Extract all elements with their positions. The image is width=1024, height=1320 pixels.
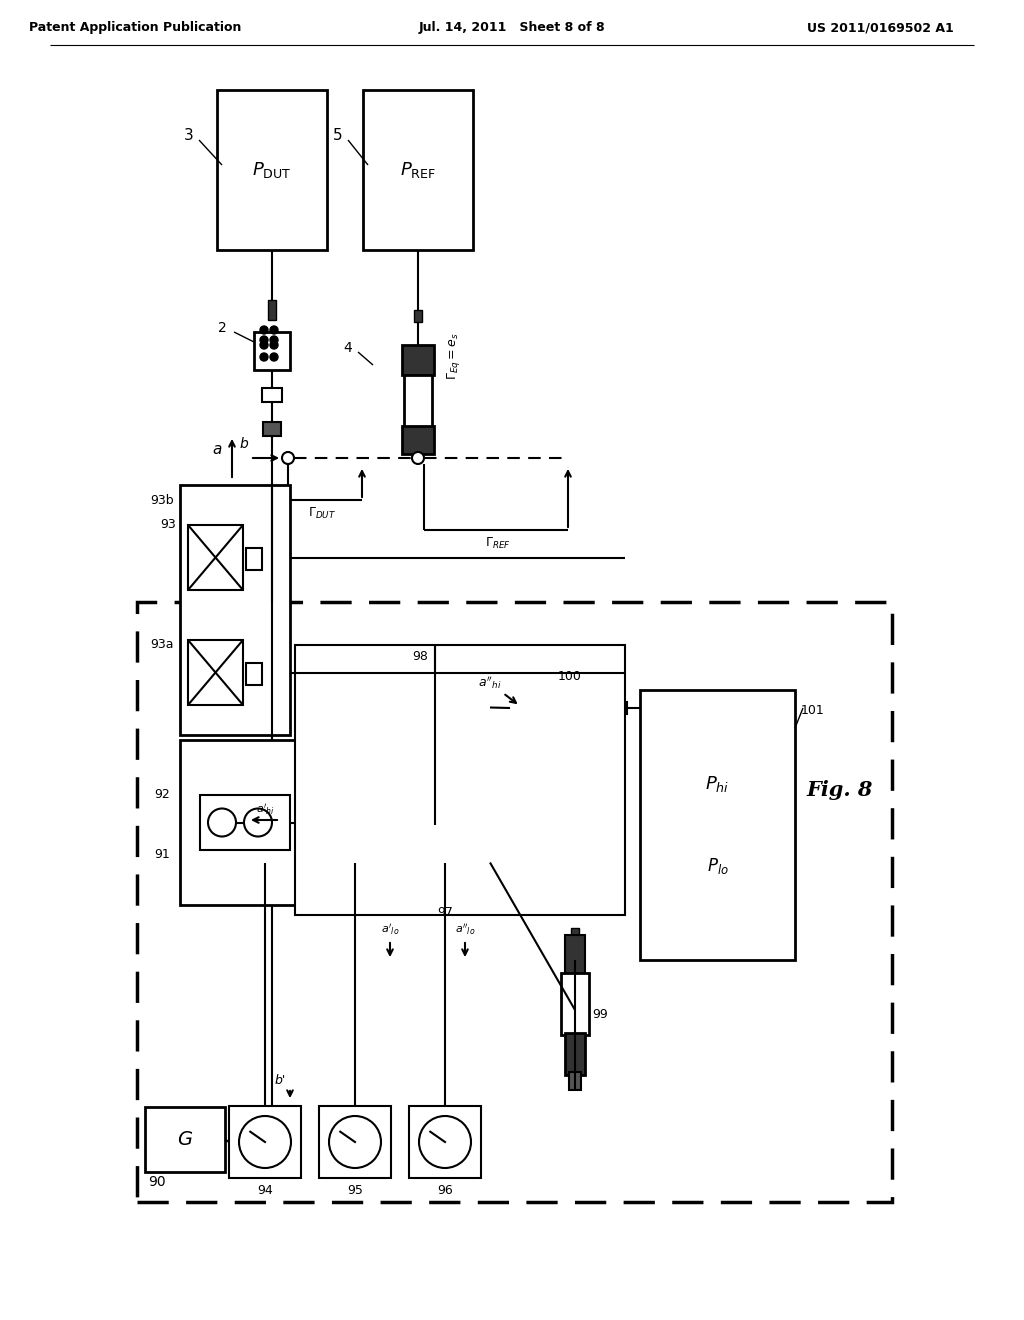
Bar [268, 300, 276, 319]
Bar [528, 688, 583, 729]
Text: $\Gamma_{Eq}=e_s$: $\Gamma_{Eq}=e_s$ [444, 333, 462, 380]
Text: a: a [212, 442, 221, 458]
Text: 93: 93 [160, 519, 176, 532]
Bar [188, 640, 243, 705]
Text: 93a: 93a [151, 639, 174, 652]
Text: $P_{\mathrm{DUT}}$: $P_{\mathrm{DUT}}$ [252, 160, 292, 180]
Circle shape [208, 808, 236, 837]
Text: 5: 5 [333, 128, 343, 143]
Bar [583, 696, 613, 719]
Bar [263, 422, 281, 436]
Text: 98: 98 [412, 651, 428, 664]
Text: US 2011/0169502 A1: US 2011/0169502 A1 [807, 21, 953, 34]
Text: $P_{lo}$: $P_{lo}$ [707, 855, 728, 875]
Text: G: G [177, 1130, 193, 1148]
Bar [380, 825, 490, 900]
Bar [217, 90, 327, 249]
Bar [565, 935, 585, 975]
Circle shape [260, 341, 268, 348]
Text: 97: 97 [437, 907, 453, 920]
Bar [319, 1106, 391, 1177]
Text: 95: 95 [347, 1184, 362, 1196]
Bar [137, 602, 892, 1203]
Text: 4: 4 [344, 341, 352, 355]
Bar [295, 645, 625, 915]
Circle shape [412, 451, 424, 465]
Text: $P_{\mathrm{REF}}$: $P_{\mathrm{REF}}$ [400, 160, 436, 180]
Text: Fig. 8: Fig. 8 [807, 780, 873, 800]
Bar [358, 696, 378, 719]
Bar [254, 333, 290, 370]
Text: Jul. 14, 2011   Sheet 8 of 8: Jul. 14, 2011 Sheet 8 of 8 [419, 21, 605, 34]
Bar [262, 388, 282, 403]
Circle shape [244, 808, 272, 837]
Text: b': b' [274, 1074, 286, 1088]
Text: $\Gamma_{REF}$: $\Gamma_{REF}$ [485, 536, 511, 550]
Text: $a''_{lo}$: $a''_{lo}$ [455, 923, 475, 937]
Text: 3: 3 [184, 128, 194, 143]
Text: 2: 2 [218, 321, 226, 335]
Bar [402, 345, 434, 375]
Bar [640, 690, 795, 960]
Bar [613, 702, 627, 714]
Circle shape [260, 352, 268, 360]
Bar [510, 698, 528, 718]
Bar [362, 90, 473, 249]
Circle shape [282, 451, 294, 465]
Text: $a'_{hi}$: $a'_{hi}$ [256, 803, 274, 817]
Bar [569, 1072, 581, 1090]
Text: Patent Application Publication: Patent Application Publication [29, 21, 242, 34]
Bar [380, 671, 490, 744]
Circle shape [270, 326, 278, 334]
Bar [246, 548, 262, 570]
Bar [561, 973, 589, 1035]
Bar [565, 1034, 585, 1074]
Text: $a'_{lo}$: $a'_{lo}$ [381, 923, 399, 937]
Bar [414, 310, 422, 322]
Text: 94: 94 [257, 1184, 272, 1196]
Text: $a''_{hi}$: $a''_{hi}$ [478, 675, 502, 692]
Text: 90: 90 [148, 1175, 166, 1189]
Text: $P_{hi}$: $P_{hi}$ [706, 775, 730, 795]
Circle shape [270, 341, 278, 348]
Circle shape [270, 337, 278, 345]
Bar [180, 741, 345, 906]
Text: 93b: 93b [151, 494, 174, 507]
Text: 99: 99 [592, 1008, 608, 1022]
Circle shape [260, 326, 268, 334]
Bar [404, 375, 432, 428]
Text: 96: 96 [437, 1184, 453, 1196]
Bar [180, 484, 290, 735]
Circle shape [260, 337, 268, 345]
Text: 100: 100 [558, 669, 582, 682]
Bar [200, 795, 290, 850]
Text: 101: 101 [801, 704, 825, 717]
Circle shape [270, 352, 278, 360]
Text: 92: 92 [155, 788, 170, 801]
Bar [188, 525, 243, 590]
Circle shape [239, 1115, 291, 1168]
Bar [246, 663, 262, 685]
Bar [358, 850, 378, 875]
Bar [409, 1106, 481, 1177]
Bar [229, 1106, 301, 1177]
Bar [571, 928, 579, 940]
Bar [535, 696, 573, 721]
Bar [145, 1107, 225, 1172]
Circle shape [419, 1115, 471, 1168]
Text: $\Gamma_{DUT}$: $\Gamma_{DUT}$ [308, 506, 336, 520]
Circle shape [329, 1115, 381, 1168]
Bar [402, 426, 434, 454]
Text: b: b [240, 437, 249, 451]
Text: 91: 91 [155, 849, 170, 862]
